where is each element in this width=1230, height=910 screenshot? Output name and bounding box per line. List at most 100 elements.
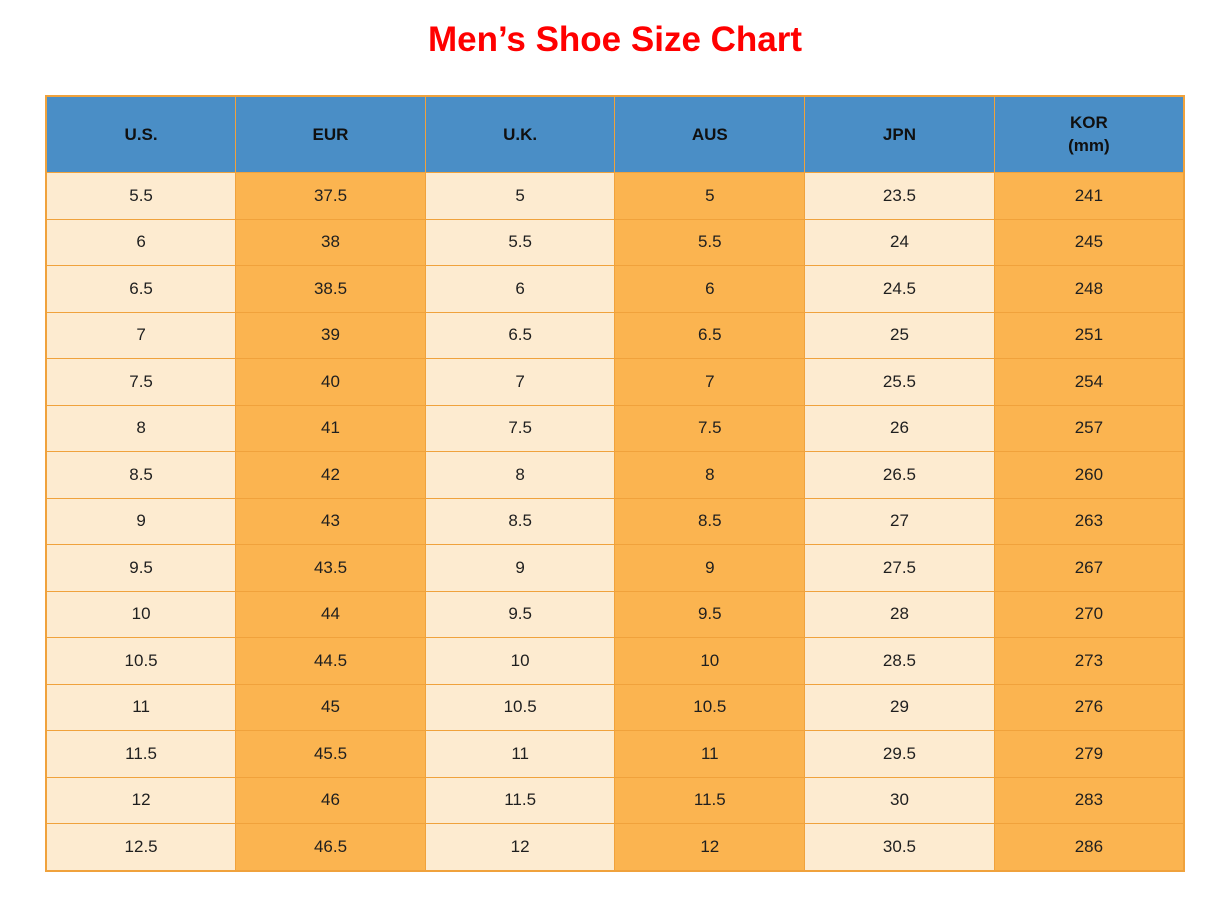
table-cell: 12 — [424, 823, 616, 871]
table-row: 6 38 5.5 5.5 24 245 — [45, 218, 1185, 266]
table-cell: 6.5 — [614, 311, 806, 359]
table-row: 11 45 10.5 10.5 29 276 — [45, 683, 1185, 731]
table-cell: 10 — [424, 637, 616, 685]
table-cell: 37.5 — [235, 172, 426, 220]
table-cell: 8 — [424, 451, 616, 499]
column-header-label: KOR — [1070, 113, 1108, 132]
table-cell: 9.5 — [614, 590, 806, 638]
shoe-size-table: U.S. EUR U.K. AUS JPN KOR (mm) — [45, 95, 1185, 872]
table-cell: 248 — [993, 265, 1185, 313]
table-cell: 25 — [804, 311, 995, 359]
table-cell: 28 — [804, 590, 995, 638]
table-cell: 9.5 — [45, 544, 237, 592]
table-cell: 267 — [993, 544, 1185, 592]
table-cell: 7.5 — [424, 404, 616, 452]
table-cell: 12 — [614, 823, 806, 871]
table-header: U.S. EUR U.K. AUS JPN KOR (mm) — [45, 95, 1185, 173]
table-row: 12.5 46.5 12 12 30.5 286 — [45, 823, 1185, 871]
table-cell: 286 — [993, 823, 1185, 871]
table-cell: 270 — [993, 590, 1185, 638]
table-cell: 8.5 — [614, 497, 806, 545]
table-cell: 7.5 — [614, 404, 806, 452]
column-header-label: JPN — [882, 124, 916, 144]
table-row: 6.5 38.5 6 6 24.5 248 — [45, 265, 1185, 313]
table-cell: 7 — [45, 311, 237, 359]
table-cell: 25.5 — [804, 358, 995, 406]
table-cell: 8 — [45, 404, 237, 452]
table-cell: 46.5 — [235, 823, 426, 871]
table-cell: 5.5 — [614, 218, 806, 266]
table-cell: 7.5 — [45, 358, 237, 406]
table-cell: 7 — [614, 358, 806, 406]
table-cell: 257 — [993, 404, 1185, 452]
table-cell: 27 — [804, 497, 995, 545]
table-cell: 254 — [993, 358, 1185, 406]
table-cell: 40 — [235, 358, 426, 406]
table-cell: 30 — [804, 776, 995, 824]
table-cell: 8.5 — [424, 497, 616, 545]
table-cell: 263 — [993, 497, 1185, 545]
table-cell: 283 — [993, 776, 1185, 824]
table-cell: 5.5 — [424, 218, 616, 266]
table-row: 9.5 43.5 9 9 27.5 267 — [45, 544, 1185, 592]
table-cell: 12 — [45, 776, 237, 824]
table-cell: 39 — [235, 311, 426, 359]
table-cell: 279 — [993, 730, 1185, 778]
table-cell: 9 — [424, 544, 616, 592]
table-cell: 11 — [45, 683, 237, 731]
table-cell: 5.5 — [45, 172, 237, 220]
table-cell: 11.5 — [424, 776, 616, 824]
table-header-row: U.S. EUR U.K. AUS JPN KOR (mm) — [45, 95, 1185, 173]
table-cell: 241 — [993, 172, 1185, 220]
table-cell: 44.5 — [235, 637, 426, 685]
table-row: 10.5 44.5 10 10 28.5 273 — [45, 637, 1185, 685]
table-cell: 8 — [614, 451, 806, 499]
table-cell: 6 — [614, 265, 806, 313]
table-cell: 27.5 — [804, 544, 995, 592]
table-row: 12 46 11.5 11.5 30 283 — [45, 776, 1185, 824]
table-cell: 9 — [45, 497, 237, 545]
table-cell: 29 — [804, 683, 995, 731]
table-cell: 46 — [235, 776, 426, 824]
table-cell: 43 — [235, 497, 426, 545]
table-cell: 6 — [45, 218, 237, 266]
column-header-label: U.K. — [503, 124, 538, 144]
table-cell: 5 — [614, 172, 806, 220]
column-header-eur: EUR — [235, 95, 426, 173]
table-cell: 41 — [235, 404, 426, 452]
table-cell: 30.5 — [804, 823, 995, 871]
column-header-kor: KOR (mm) — [993, 95, 1185, 173]
table-cell: 10 — [45, 590, 237, 638]
table-cell: 26 — [804, 404, 995, 452]
table-cell: 12.5 — [45, 823, 237, 871]
table-cell: 42 — [235, 451, 426, 499]
table-row: 7.5 40 7 7 25.5 254 — [45, 358, 1185, 406]
column-header-us: U.S. — [45, 95, 237, 173]
table-cell: 273 — [993, 637, 1185, 685]
table-cell: 6.5 — [45, 265, 237, 313]
table-cell: 38.5 — [235, 265, 426, 313]
table-cell: 6 — [424, 265, 616, 313]
table-cell: 9.5 — [424, 590, 616, 638]
table-cell: 24.5 — [804, 265, 995, 313]
table-cell: 11.5 — [45, 730, 237, 778]
table-cell: 260 — [993, 451, 1185, 499]
page-title: Men’s Shoe Size Chart — [427, 20, 803, 59]
table-cell: 10.5 — [424, 683, 616, 731]
column-header-label: AUS — [691, 124, 728, 144]
table-row: 5.5 37.5 5 5 23.5 241 — [45, 172, 1185, 220]
table-cell: 45 — [235, 683, 426, 731]
table-row: 11.5 45.5 11 11 29.5 279 — [45, 730, 1185, 778]
table-cell: 28.5 — [804, 637, 995, 685]
table-cell: 43.5 — [235, 544, 426, 592]
column-header-label: U.S. — [124, 124, 158, 144]
table-cell: 9 — [614, 544, 806, 592]
table-row: 9 43 8.5 8.5 27 263 — [45, 497, 1185, 545]
table-cell: 10.5 — [45, 637, 237, 685]
table-cell: 7 — [424, 358, 616, 406]
table-cell: 11 — [614, 730, 806, 778]
table-row: 7 39 6.5 6.5 25 251 — [45, 311, 1185, 359]
table-cell: 11.5 — [614, 776, 806, 824]
table-cell: 10.5 — [614, 683, 806, 731]
